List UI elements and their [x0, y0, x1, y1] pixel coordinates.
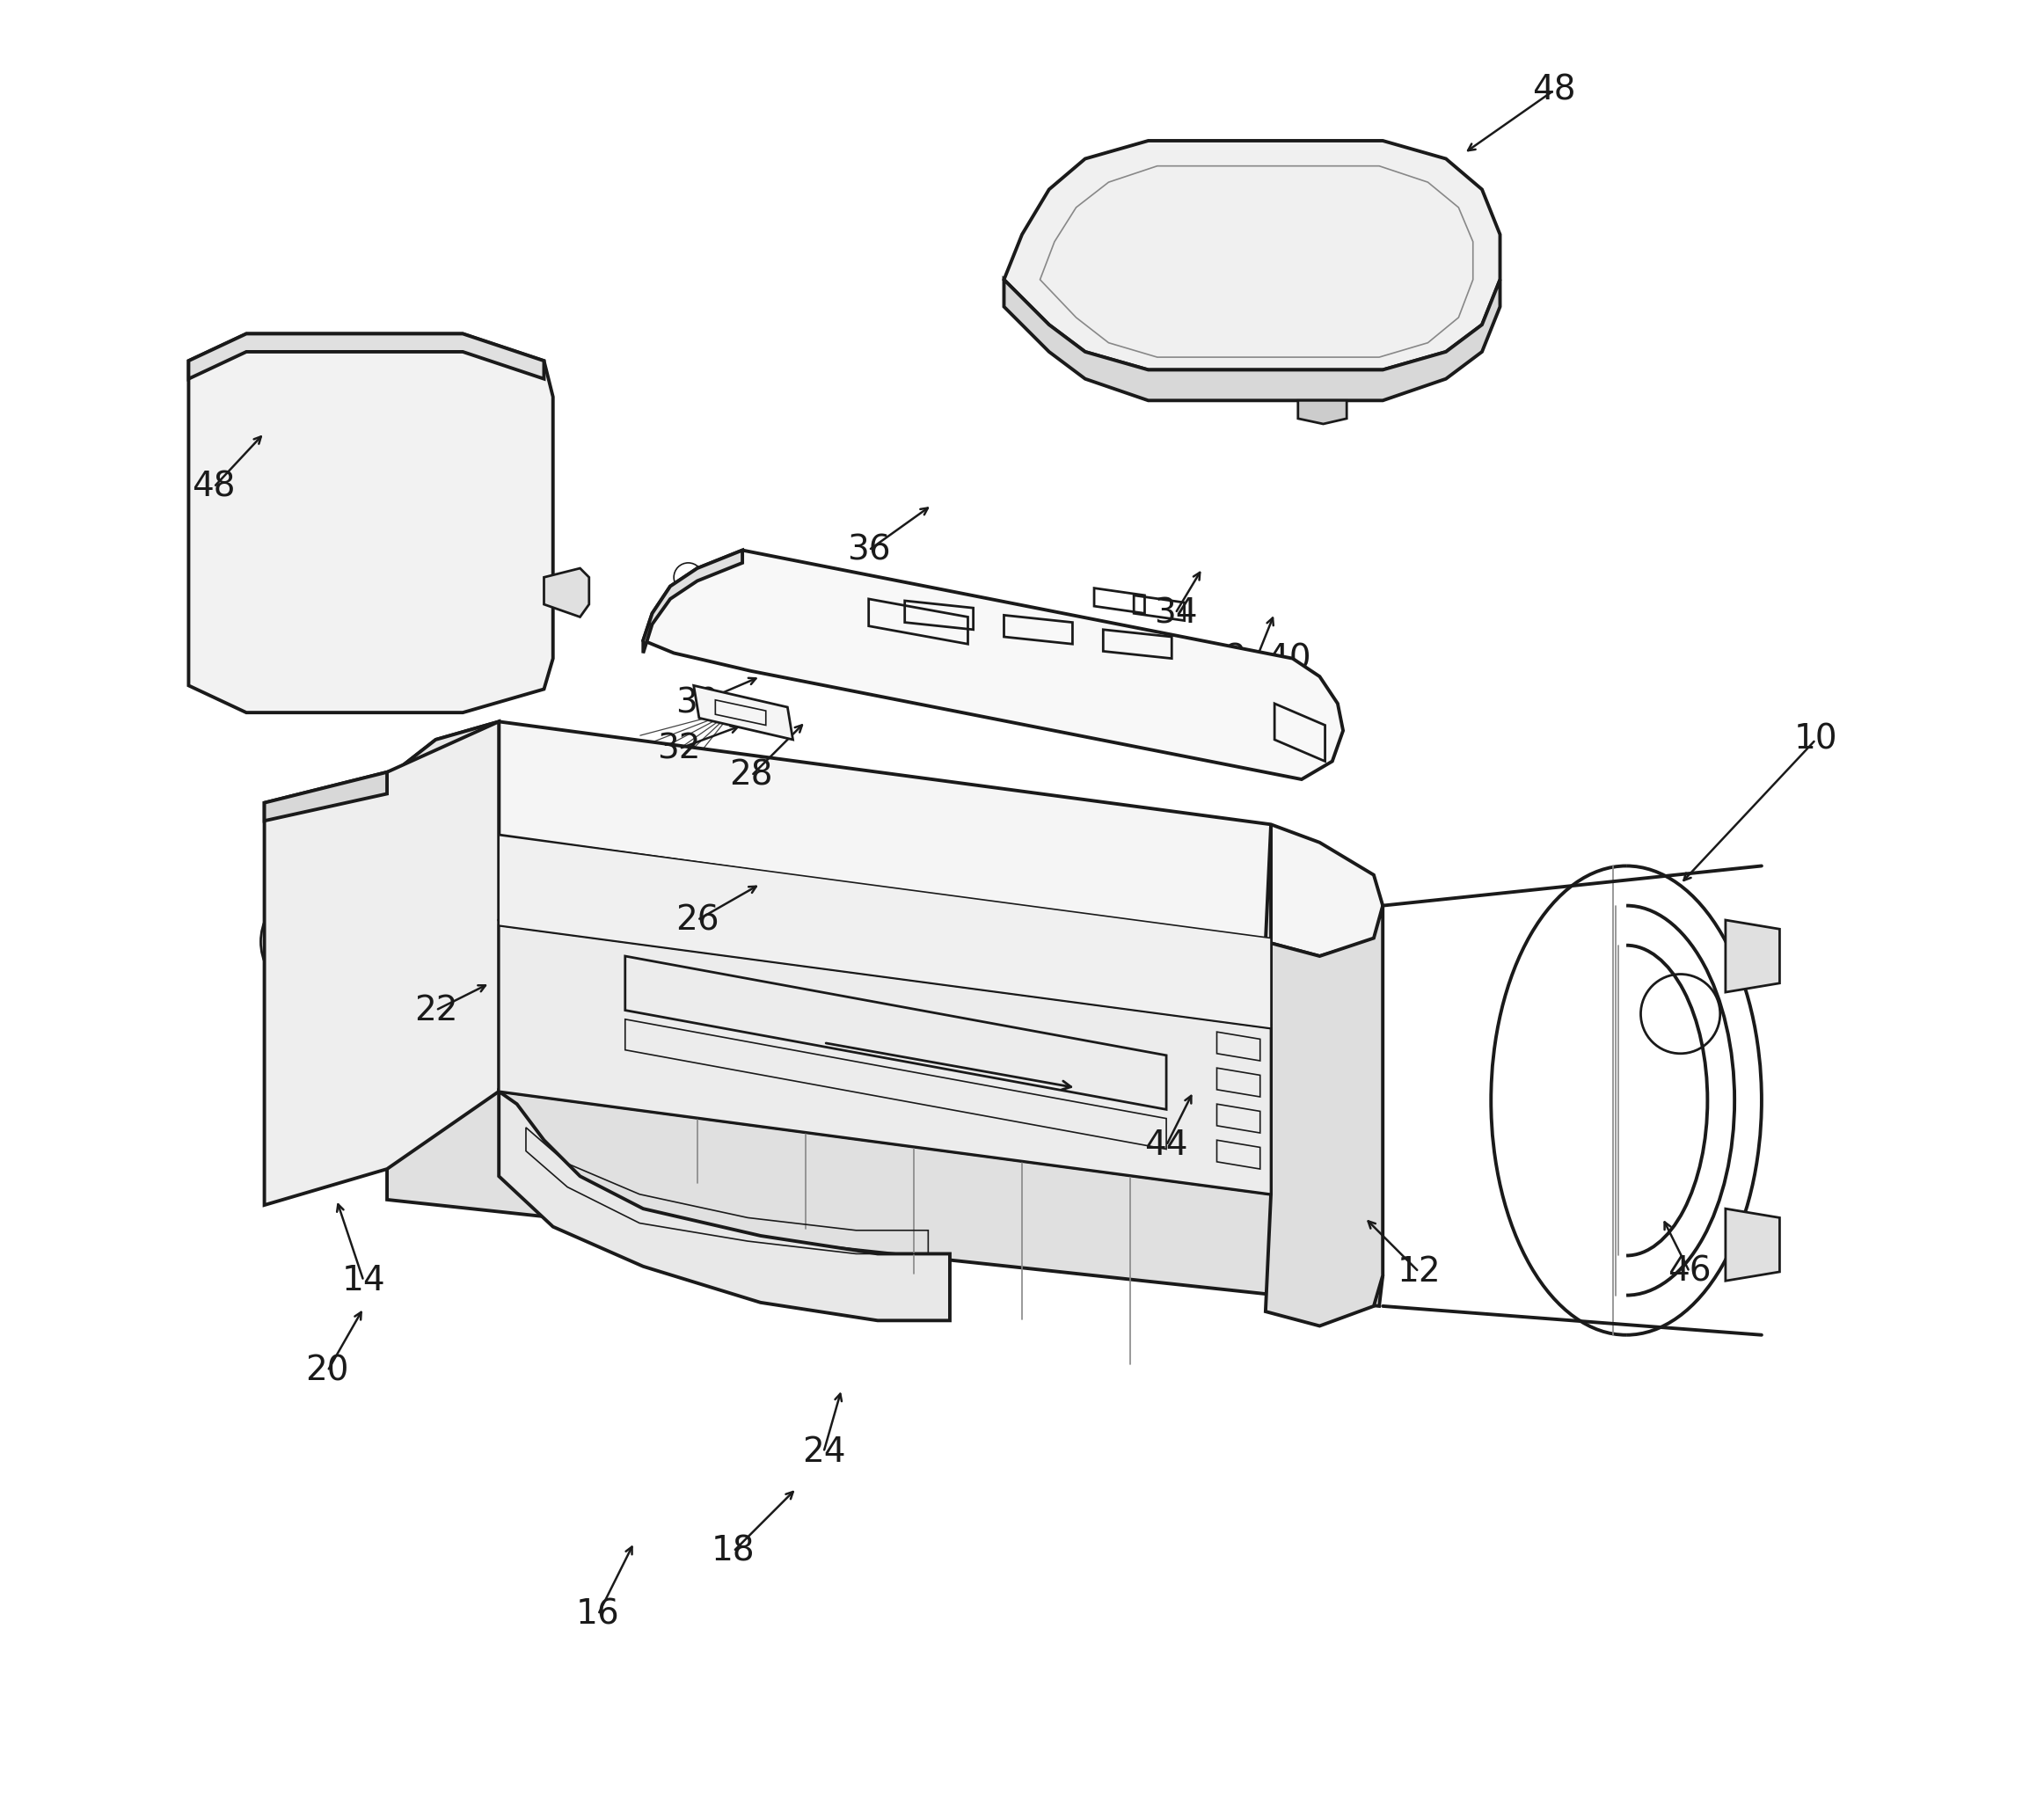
Polygon shape: [188, 334, 554, 713]
Text: 20: 20: [307, 1355, 350, 1387]
Polygon shape: [644, 550, 742, 653]
Polygon shape: [1265, 824, 1384, 1326]
Text: 36: 36: [846, 534, 891, 566]
Polygon shape: [1725, 920, 1780, 992]
Text: 46: 46: [1668, 1256, 1711, 1288]
Text: 34: 34: [1153, 597, 1198, 630]
Polygon shape: [1004, 280, 1500, 400]
Text: 30: 30: [675, 687, 719, 720]
Polygon shape: [693, 686, 793, 740]
Polygon shape: [499, 925, 1271, 1194]
Text: 48: 48: [192, 471, 235, 503]
Polygon shape: [499, 1091, 950, 1321]
Text: 26: 26: [675, 904, 719, 936]
Text: 12: 12: [1396, 1256, 1441, 1288]
Text: 10: 10: [1795, 723, 1838, 756]
Polygon shape: [644, 550, 1343, 779]
Polygon shape: [264, 772, 386, 821]
Text: 14: 14: [341, 1265, 386, 1297]
Polygon shape: [386, 1091, 1384, 1306]
Text: 18: 18: [711, 1535, 754, 1568]
Text: 32: 32: [658, 732, 701, 765]
Polygon shape: [264, 722, 499, 1205]
Polygon shape: [386, 722, 499, 1169]
Text: 28: 28: [730, 759, 773, 792]
Polygon shape: [1004, 141, 1500, 370]
Text: 22: 22: [415, 994, 458, 1026]
Polygon shape: [499, 835, 1271, 1028]
Text: 42: 42: [730, 615, 773, 648]
Polygon shape: [386, 722, 1384, 956]
Text: 16: 16: [576, 1598, 619, 1631]
Polygon shape: [1725, 1209, 1780, 1281]
Polygon shape: [188, 334, 544, 379]
Polygon shape: [544, 568, 589, 617]
Text: 24: 24: [801, 1436, 846, 1468]
Text: 48: 48: [1533, 74, 1576, 106]
Text: 38, 40: 38, 40: [1202, 642, 1310, 675]
Text: 44: 44: [1145, 1129, 1188, 1162]
Polygon shape: [1298, 400, 1347, 424]
